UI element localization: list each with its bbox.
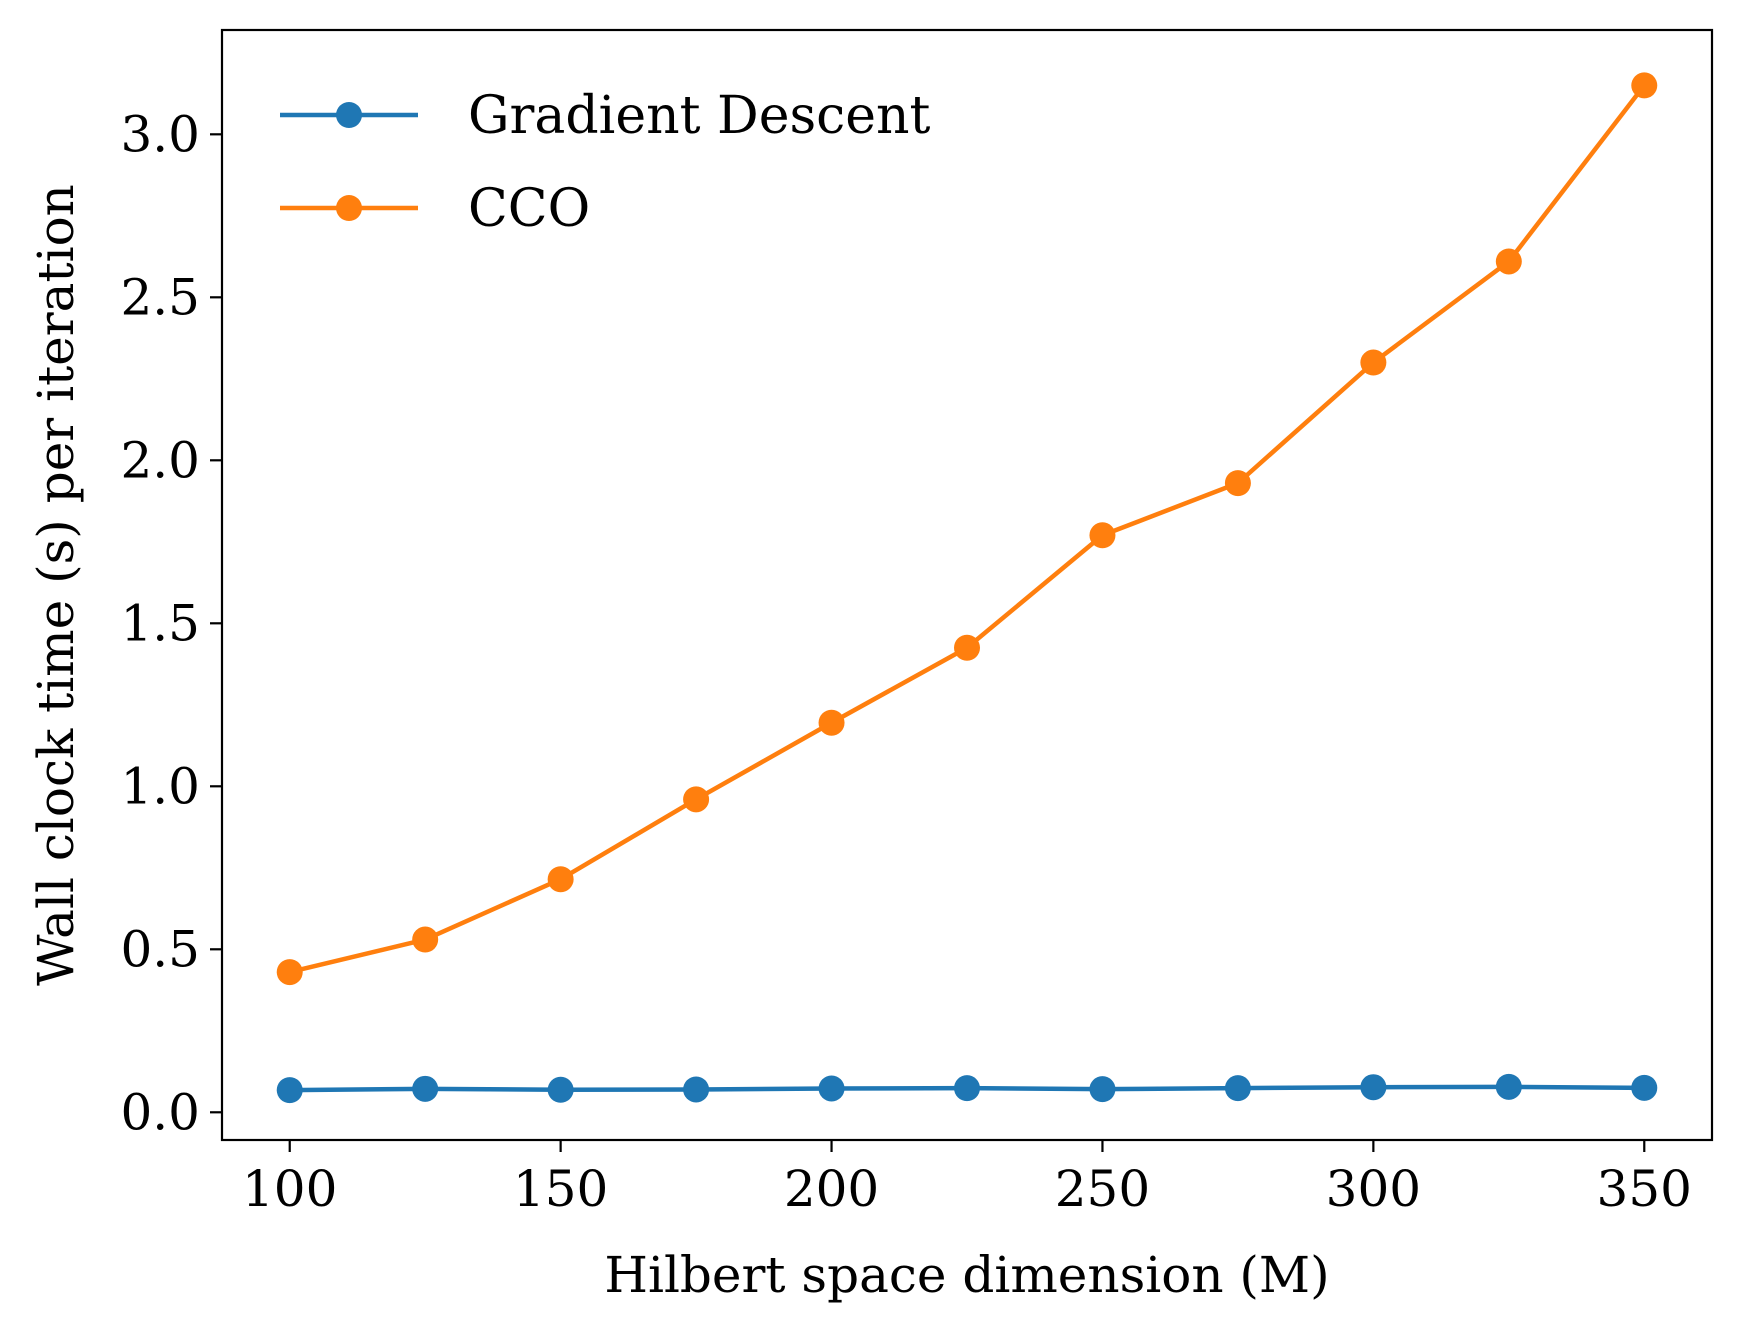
y-tick-label: 0.0 [120,1083,200,1141]
data-point [818,709,845,736]
x-tick-label: 200 [784,1160,879,1218]
data-point [547,866,574,893]
x-tick-label: 350 [1597,1160,1692,1218]
legend-label: Gradient Descent [468,86,931,146]
data-point [1224,1075,1251,1102]
data-point [1089,1076,1116,1103]
x-tick-label: 100 [242,1160,337,1218]
data-point [683,786,710,813]
data-point [412,1075,439,1102]
legend-item: CCO [280,179,590,239]
y-tick-label: 1.5 [120,594,200,652]
x-axis-label: Hilbert space dimension (M) [604,1246,1329,1304]
legend-marker [336,102,362,128]
y-tick-label: 2.0 [120,431,200,489]
y-tick-label: 2.5 [120,268,200,326]
legend-item: Gradient Descent [280,86,931,146]
data-point [412,926,439,953]
y-tick-label: 3.0 [120,105,200,163]
data-point [1089,522,1116,549]
legend-label: CCO [468,179,590,239]
data-point [954,1075,980,1102]
series-layer [276,72,1658,1104]
data-point [954,634,980,661]
data-point [1360,349,1387,376]
data-point [1631,1074,1658,1101]
data-point [1495,248,1522,275]
data-point [1495,1073,1522,1100]
legend-marker [336,195,362,221]
series-0 [276,1073,1658,1104]
x-tick-label: 150 [513,1160,608,1218]
data-point [683,1076,710,1103]
x-tick-label: 250 [1055,1160,1150,1218]
series-1 [276,72,1658,986]
plot-area [220,28,1714,1142]
data-point [1224,470,1251,497]
y-axis: 0.0 0.5 1.0 1.5 2.0 2.5 3.0 [120,105,222,1141]
data-point [1631,72,1658,99]
data-point [276,1077,303,1104]
y-axis-label: Wall clock time (s) per iteration [27,184,85,986]
x-axis: 100 150 200 250 300 350 [242,1140,1692,1218]
y-tick-label: 1.0 [120,757,200,815]
data-point [276,959,303,986]
x-tick-label: 300 [1326,1160,1421,1218]
y-tick-label: 0.5 [120,920,200,978]
legend: Gradient Descent CCO [280,86,931,239]
data-point [547,1076,574,1103]
data-point [818,1075,845,1102]
data-point [1360,1074,1387,1101]
